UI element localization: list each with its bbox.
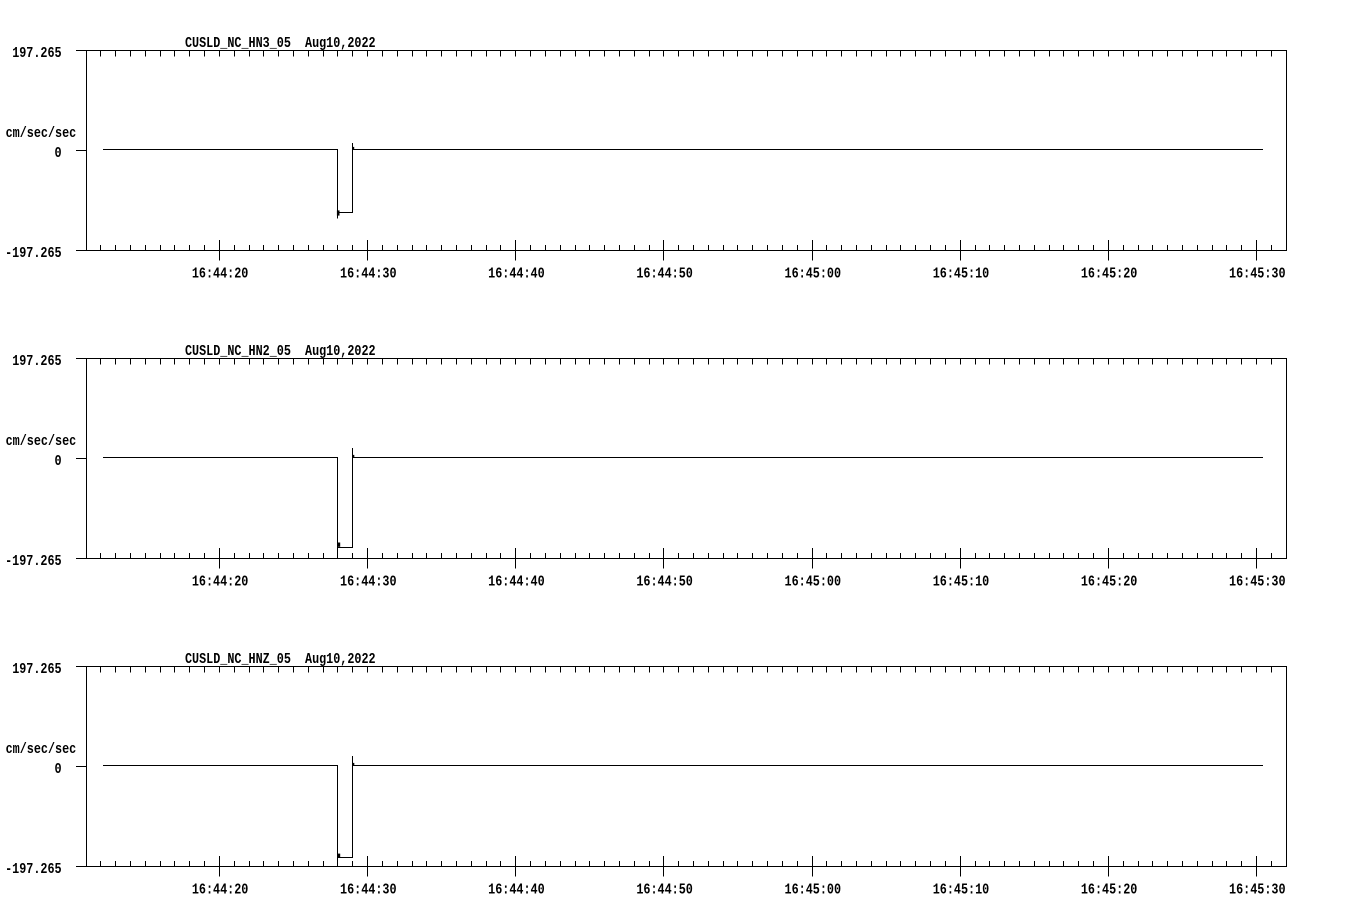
svg-text:16:44:50: 16:44:50 — [636, 265, 693, 282]
svg-text:16:45:30: 16:45:30 — [1229, 573, 1286, 590]
svg-text:16:45:10: 16:45:10 — [933, 573, 990, 590]
svg-text:16:45:00: 16:45:00 — [785, 573, 842, 590]
svg-text:16:45:20: 16:45:20 — [1081, 265, 1138, 282]
svg-text:16:44:30: 16:44:30 — [340, 881, 397, 898]
svg-text:197.265: 197.265 — [12, 45, 61, 62]
svg-text:-197.265: -197.265 — [5, 861, 62, 878]
svg-text:0: 0 — [55, 145, 62, 162]
svg-text:16:44:50: 16:44:50 — [636, 573, 693, 590]
svg-text:16:45:30: 16:45:30 — [1229, 881, 1286, 898]
svg-text:CUSLD_NC_HN2_05 Aug10,2022: CUSLD_NC_HN2_05 Aug10,2022 — [185, 343, 376, 360]
svg-text:16:45:10: 16:45:10 — [933, 265, 990, 282]
svg-text:197.265: 197.265 — [12, 661, 61, 678]
svg-text:cm/sec/sec: cm/sec/sec — [6, 741, 77, 758]
svg-text:16:44:20: 16:44:20 — [192, 573, 249, 590]
svg-text:16:44:50: 16:44:50 — [636, 881, 693, 898]
svg-text:16:44:30: 16:44:30 — [340, 265, 397, 282]
svg-text:-197.265: -197.265 — [5, 553, 62, 570]
svg-text:0: 0 — [55, 761, 62, 778]
svg-text:16:45:20: 16:45:20 — [1081, 573, 1138, 590]
svg-text:-197.265: -197.265 — [5, 245, 62, 262]
svg-text:16:45:20: 16:45:20 — [1081, 881, 1138, 898]
svg-text:16:44:40: 16:44:40 — [488, 881, 545, 898]
svg-text:cm/sec/sec: cm/sec/sec — [6, 125, 77, 142]
svg-text:16:44:40: 16:44:40 — [488, 265, 545, 282]
svg-text:cm/sec/sec: cm/sec/sec — [6, 433, 77, 450]
svg-text:0: 0 — [55, 453, 62, 470]
svg-text:16:45:30: 16:45:30 — [1229, 265, 1286, 282]
svg-text:16:45:10: 16:45:10 — [933, 881, 990, 898]
svg-text:16:44:20: 16:44:20 — [192, 265, 249, 282]
svg-text:16:45:00: 16:45:00 — [785, 881, 842, 898]
svg-text:CUSLD_NC_HN3_05 Aug10,2022: CUSLD_NC_HN3_05 Aug10,2022 — [185, 35, 376, 52]
svg-text:16:44:20: 16:44:20 — [192, 881, 249, 898]
svg-text:CUSLD_NC_HNZ_05 Aug10,2022: CUSLD_NC_HNZ_05 Aug10,2022 — [185, 651, 376, 668]
svg-text:16:45:00: 16:45:00 — [785, 265, 842, 282]
svg-text:197.265: 197.265 — [12, 353, 61, 370]
svg-text:16:44:40: 16:44:40 — [488, 573, 545, 590]
svg-text:16:44:30: 16:44:30 — [340, 573, 397, 590]
